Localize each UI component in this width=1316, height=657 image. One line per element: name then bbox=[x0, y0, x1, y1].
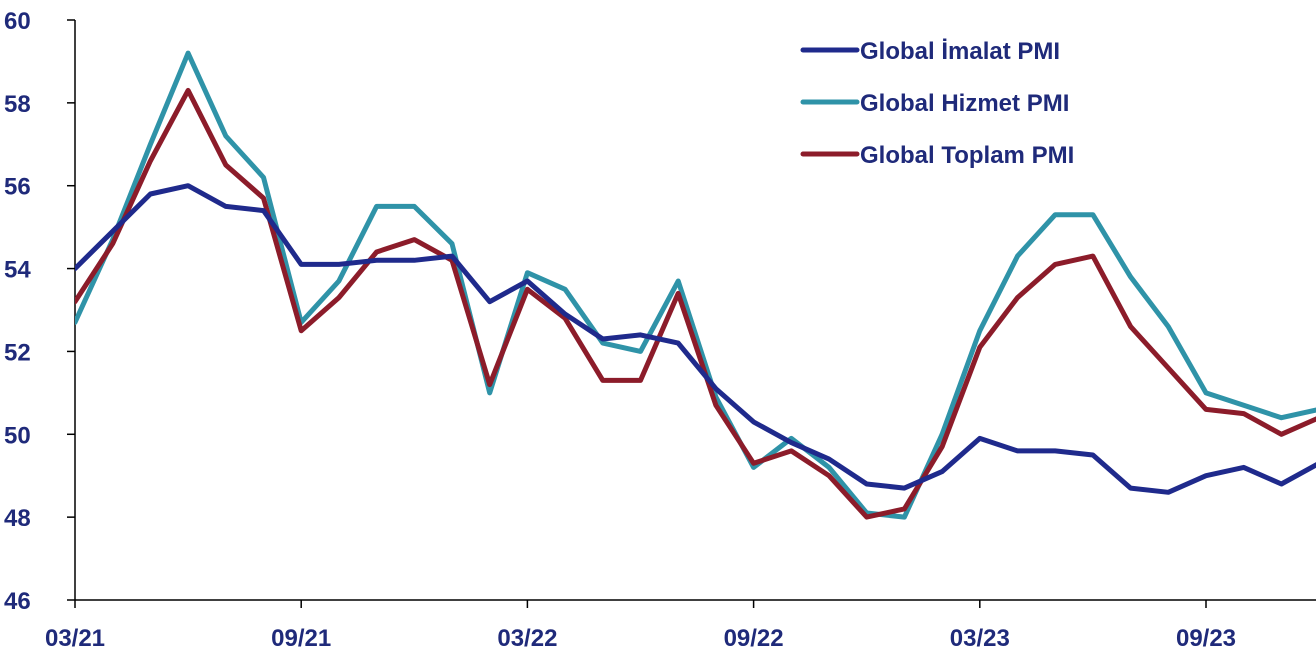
y-tick-label: 52 bbox=[4, 339, 31, 366]
x-tick-label: 09/22 bbox=[724, 625, 784, 652]
x-tick-label: 03/22 bbox=[497, 625, 557, 652]
y-tick-label: 60 bbox=[4, 8, 31, 35]
legend: Global İmalat PMI Global Hizmet PMI Global… bbox=[800, 38, 1074, 169]
series-line-3 bbox=[75, 87, 1316, 520]
series-line-2 bbox=[75, 50, 1316, 520]
legend-label: Global Hizmet PMI bbox=[860, 90, 1069, 117]
y-tick-label: 54 bbox=[4, 257, 31, 284]
x-axis: 03/21 09/21 03/22 09/22 03/23 09/23 bbox=[45, 599, 1316, 652]
series-layer bbox=[75, 50, 1316, 520]
x-tick-label: 09/21 bbox=[271, 625, 331, 652]
y-tick-label: 56 bbox=[4, 174, 31, 201]
x-tick-label: 09/23 bbox=[1176, 625, 1236, 652]
y-tick-label: 46 bbox=[4, 588, 31, 615]
y-tick-label: 48 bbox=[4, 505, 31, 532]
x-tick-label: 03/23 bbox=[950, 625, 1010, 652]
legend-label: Global Toplam PMI bbox=[860, 142, 1074, 169]
y-axis: 46 48 50 52 54 56 58 60 bbox=[4, 8, 76, 615]
y-tick-label: 50 bbox=[4, 422, 31, 449]
series-line-1 bbox=[75, 183, 1316, 495]
legend-label: Global İmalat PMI bbox=[860, 38, 1060, 65]
y-tick-label: 58 bbox=[4, 91, 31, 118]
x-tick-label: 03/21 bbox=[45, 625, 105, 652]
